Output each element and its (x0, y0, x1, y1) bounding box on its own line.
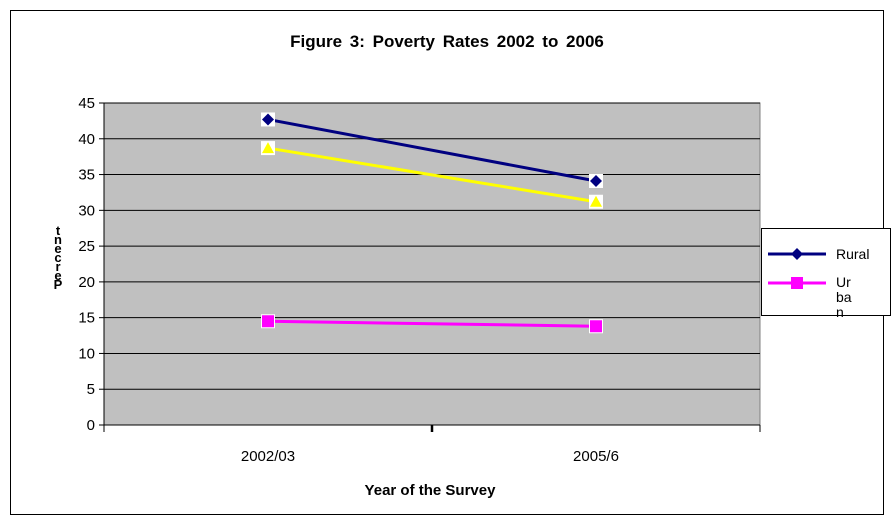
y-tick-label: 35 (78, 167, 95, 184)
y-tick-label: 0 (87, 417, 95, 434)
plot-area (103, 102, 761, 426)
legend: Rural Urban (761, 228, 891, 320)
legend-marker-rural (791, 248, 803, 260)
y-tick-label: 25 (78, 238, 95, 255)
legend-label-rural: Rural (836, 246, 870, 262)
data-point-urban (590, 320, 602, 333)
series-group (261, 112, 603, 334)
y-tick-label: 45 (78, 95, 95, 112)
y-tick-label: 40 (78, 131, 95, 148)
data-point-series-2 (590, 195, 602, 207)
x-tick-labels: 2002/03 2005/6 (241, 448, 619, 465)
series-line-urban (267, 319, 597, 328)
y-axis-label-char: t (55, 223, 61, 238)
y-axis-label-char: e (54, 241, 62, 256)
y-tick-label: 30 (78, 202, 95, 219)
y-axis-label-char: e (54, 268, 62, 283)
legend-swatches (768, 248, 826, 289)
y-tick-label: 5 (87, 381, 95, 398)
y-tick-label: 20 (78, 274, 95, 291)
x-axis-label: Year of the Survey (364, 482, 496, 499)
y-tick-labels: 0 5 10 15 20 25 30 35 40 45 (78, 95, 95, 434)
chart-title: Figure 3: Poverty Rates 2002 to 2006 (290, 32, 604, 51)
y-axis-label-char: P (53, 277, 63, 292)
data-point-urban (262, 315, 274, 328)
y-tick-label: 15 (78, 310, 95, 327)
x-tick-label: 2002/03 (241, 448, 295, 465)
y-axis-label-char: c (54, 250, 62, 265)
y-tick-label: 10 (78, 345, 95, 362)
data-point-rural (590, 174, 602, 187)
data-point-rural (262, 113, 274, 126)
axes (99, 102, 761, 432)
series-line-rural (267, 117, 597, 183)
legend-label-urban: Urban (836, 274, 852, 320)
legend-marker-urban (791, 277, 803, 289)
series-line-series-2 (267, 146, 597, 204)
y-axis-label-char: n (54, 232, 62, 247)
data-point-series-2 (262, 142, 274, 154)
x-tick-label: 2005/6 (573, 448, 619, 465)
y-axis-label-char: r (55, 259, 61, 274)
